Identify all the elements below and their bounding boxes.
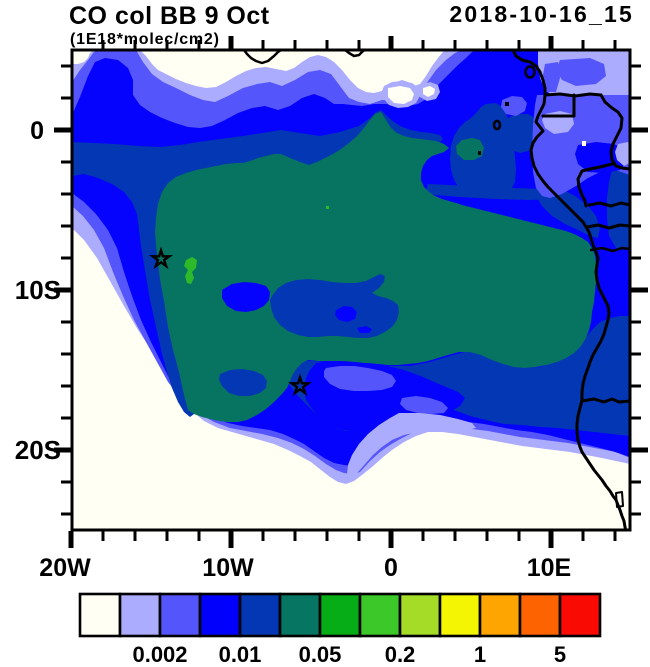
- svg-text:10S: 10S: [15, 275, 61, 305]
- svg-text:1: 1: [474, 642, 486, 667]
- svg-text:20W: 20W: [39, 554, 91, 582]
- svg-text:10W: 10W: [202, 554, 254, 582]
- svg-text:0: 0: [30, 117, 44, 145]
- svg-text:5: 5: [554, 642, 566, 667]
- svg-text:0.01: 0.01: [219, 642, 262, 667]
- svg-text:0: 0: [384, 554, 398, 582]
- svg-text:CO col BB 9 Oct: CO col BB 9 Oct: [69, 2, 270, 30]
- svg-text:(1E18*molec/cm2): (1E18*molec/cm2): [70, 31, 220, 48]
- svg-text:20S: 20S: [15, 435, 61, 465]
- svg-text:10E: 10E: [527, 554, 571, 582]
- svg-text:0.2: 0.2: [385, 642, 416, 667]
- svg-text:0.05: 0.05: [299, 642, 342, 667]
- svg-text:0.002: 0.002: [132, 642, 187, 667]
- svg-text:2018-10-16_15: 2018-10-16_15: [449, 1, 634, 27]
